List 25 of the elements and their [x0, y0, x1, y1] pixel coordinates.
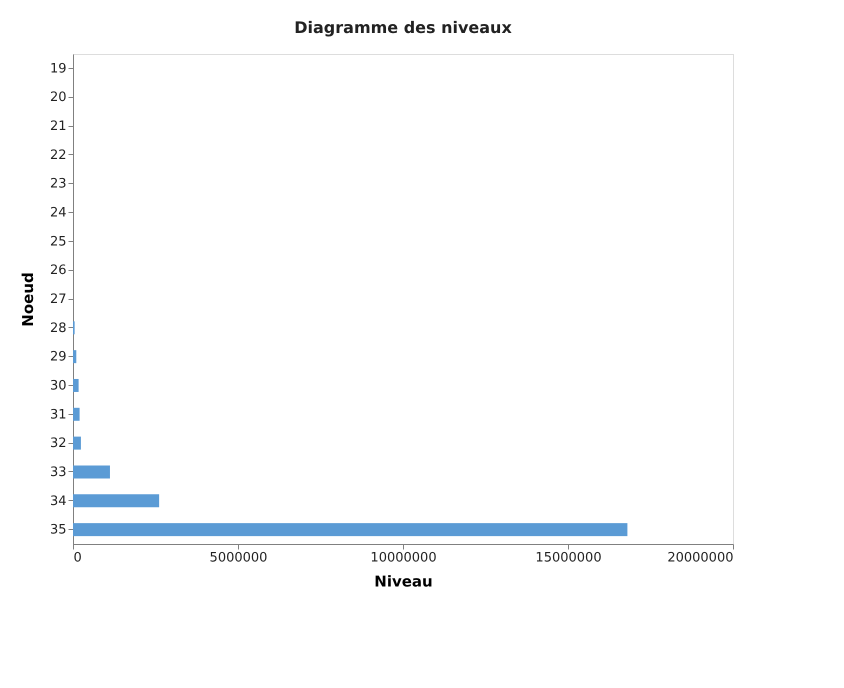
y-tick-label: 28 — [50, 320, 66, 336]
x-tick-label: 10000000 — [370, 550, 437, 566]
x-axis-title: Niveau — [374, 572, 433, 590]
y-tick-label: 22 — [50, 148, 66, 163]
y-tick-label: 27 — [50, 292, 66, 307]
chart-title: Diagramme des niveaux — [294, 18, 512, 37]
y-tick-label: 33 — [50, 464, 66, 480]
y-tick-label: 26 — [50, 263, 66, 278]
y-tick-label: 29 — [50, 350, 66, 365]
y-tick-label: 20 — [50, 90, 66, 106]
x-tick-label: 5000000 — [210, 550, 268, 566]
x-tick-label: 15000000 — [535, 550, 602, 566]
y-tick-label: 34 — [50, 494, 66, 509]
y-tick-label: 23 — [50, 176, 66, 192]
y-tick-label: 31 — [50, 407, 66, 422]
y-tick-label: 19 — [50, 61, 66, 76]
x-tick-label: 20000000 — [667, 550, 734, 566]
y-axis-title: Noeud — [18, 272, 37, 327]
x-tick-label: 0 — [74, 550, 82, 566]
y-tick-label: 21 — [50, 119, 66, 134]
y-tick-label: 25 — [50, 234, 66, 250]
y-tick-label: 32 — [50, 436, 66, 452]
y-tick-label: 30 — [50, 378, 66, 394]
y-tick-label: 35 — [50, 522, 66, 538]
y-tick-label: 24 — [50, 206, 66, 221]
